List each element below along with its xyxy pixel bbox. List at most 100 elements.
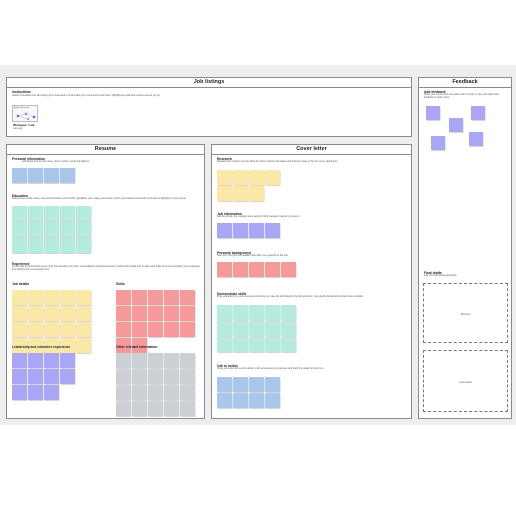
sticky-note[interactable] (28, 306, 43, 321)
sticky-note[interactable] (249, 305, 264, 320)
sticky-note[interactable] (164, 290, 179, 305)
sticky-note[interactable] (76, 238, 91, 253)
sticky-note[interactable] (12, 353, 27, 368)
sticky-note[interactable] (233, 377, 248, 392)
sticky-note[interactable] (116, 322, 131, 337)
sticky-note[interactable] (12, 290, 27, 305)
sticky-note[interactable] (76, 290, 91, 305)
sticky-note[interactable] (281, 305, 296, 320)
sticky-note[interactable] (60, 168, 75, 183)
sticky-note[interactable] (60, 369, 75, 384)
job-listing-thumbnail[interactable]: Apply to job in town (12, 105, 38, 122)
sticky-note[interactable] (148, 306, 163, 321)
sticky-note[interactable] (217, 377, 232, 392)
sticky-note[interactable] (180, 369, 195, 384)
feedback-sticky-note[interactable] (449, 118, 463, 132)
sticky-note[interactable] (76, 222, 91, 237)
sticky-note[interactable] (28, 369, 43, 384)
sticky-note[interactable] (281, 321, 296, 336)
sticky-note[interactable] (12, 206, 27, 221)
sticky-note[interactable] (60, 290, 75, 305)
sticky-note[interactable] (28, 385, 43, 400)
sticky-note[interactable] (28, 206, 43, 221)
sticky-note[interactable] (281, 337, 296, 352)
sticky-note[interactable] (60, 306, 75, 321)
sticky-note[interactable] (249, 170, 264, 185)
sticky-note[interactable] (148, 322, 163, 337)
sticky-note[interactable] (265, 337, 280, 352)
sticky-note[interactable] (60, 206, 75, 221)
sticky-note[interactable] (44, 385, 59, 400)
sticky-note[interactable] (265, 321, 280, 336)
sticky-note[interactable] (116, 385, 131, 400)
sticky-note[interactable] (28, 338, 43, 353)
sticky-note[interactable] (44, 353, 59, 368)
sticky-note[interactable] (116, 369, 131, 384)
sticky-note[interactable] (217, 337, 232, 352)
sticky-note[interactable] (76, 206, 91, 221)
sticky-note[interactable] (148, 290, 163, 305)
sticky-note[interactable] (12, 306, 27, 321)
sticky-note[interactable] (164, 353, 179, 368)
sticky-note[interactable] (44, 369, 59, 384)
sticky-note[interactable] (265, 170, 280, 185)
sticky-note[interactable] (233, 393, 248, 408)
sticky-note[interactable] (164, 322, 179, 337)
sticky-note[interactable] (60, 338, 75, 353)
sticky-note[interactable] (180, 306, 195, 321)
sticky-note[interactable] (132, 322, 147, 337)
sticky-note[interactable] (249, 337, 264, 352)
sticky-note[interactable] (180, 353, 195, 368)
sticky-note[interactable] (148, 401, 163, 416)
sticky-note[interactable] (217, 262, 232, 277)
sticky-note[interactable] (44, 306, 59, 321)
sticky-note[interactable] (44, 290, 59, 305)
feedback-sticky-note[interactable] (471, 106, 485, 120)
sticky-note[interactable] (60, 222, 75, 237)
sticky-note[interactable] (44, 206, 59, 221)
sticky-note[interactable] (265, 223, 280, 238)
sticky-note[interactable] (132, 353, 147, 368)
sticky-note[interactable] (217, 305, 232, 320)
sticky-note[interactable] (249, 377, 264, 392)
sticky-note[interactable] (132, 369, 147, 384)
sticky-note[interactable] (12, 369, 27, 384)
sticky-note[interactable] (217, 223, 232, 238)
sticky-note[interactable] (180, 290, 195, 305)
sticky-note[interactable] (12, 338, 27, 353)
sticky-note[interactable] (233, 337, 248, 352)
sticky-note[interactable] (12, 322, 27, 337)
cover-letter-dropzone[interactable]: Cover letter (423, 350, 508, 412)
sticky-note[interactable] (249, 262, 264, 277)
resume-dropzone[interactable]: Resume (423, 283, 508, 343)
sticky-note[interactable] (44, 338, 59, 353)
sticky-note[interactable] (233, 186, 248, 201)
sticky-note[interactable] (249, 223, 264, 238)
sticky-note[interactable] (233, 321, 248, 336)
sticky-note[interactable] (233, 223, 248, 238)
sticky-note[interactable] (265, 305, 280, 320)
sticky-note[interactable] (116, 353, 131, 368)
sticky-note[interactable] (44, 322, 59, 337)
sticky-note[interactable] (249, 321, 264, 336)
sticky-note[interactable] (233, 170, 248, 185)
sticky-note[interactable] (44, 168, 59, 183)
sticky-note[interactable] (60, 353, 75, 368)
sticky-note[interactable] (217, 393, 232, 408)
sticky-note[interactable] (164, 401, 179, 416)
sticky-note[interactable] (180, 401, 195, 416)
sticky-note[interactable] (44, 238, 59, 253)
sticky-note[interactable] (180, 322, 195, 337)
sticky-note[interactable] (217, 321, 232, 336)
sticky-note[interactable] (28, 290, 43, 305)
sticky-note[interactable] (249, 186, 264, 201)
sticky-note[interactable] (132, 385, 147, 400)
sticky-note[interactable] (12, 238, 27, 253)
sticky-note[interactable] (164, 385, 179, 400)
sticky-note[interactable] (28, 322, 43, 337)
sticky-note[interactable] (265, 393, 280, 408)
sticky-note[interactable] (233, 262, 248, 277)
sticky-note[interactable] (12, 385, 27, 400)
sticky-note[interactable] (76, 322, 91, 337)
feedback-sticky-note[interactable] (426, 106, 440, 120)
